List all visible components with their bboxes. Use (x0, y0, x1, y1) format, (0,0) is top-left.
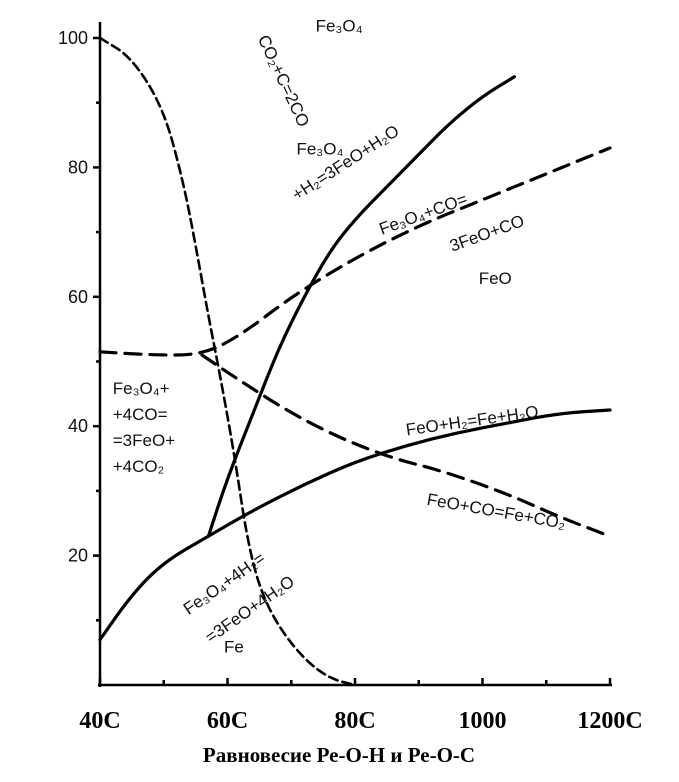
x-tick-label: 60С (207, 708, 248, 734)
series-line-4 (206, 75, 516, 538)
x-tick-label: 40С (79, 708, 120, 734)
chart-caption: Равновесие Ре-О-Н и Ре-О-С (203, 743, 475, 767)
y-tick-label: 80 (68, 157, 88, 177)
y-tick-label: 60 (68, 287, 88, 307)
y-tick-label: 20 (68, 546, 88, 566)
curve-label-line: +4CO₂ (113, 457, 164, 476)
region-label: FeO (479, 269, 512, 288)
curve-label: +H₂=3FeO+H₂O (289, 121, 403, 204)
y-tick-label: 100 (58, 28, 88, 48)
curve-label: Fe₃O₄ (296, 139, 343, 158)
x-tick-label: 1000 (459, 708, 507, 734)
curve-label: FeO+H₂=Fe+H₂O (405, 402, 540, 439)
curve-label: 3FeO+CO (447, 211, 527, 256)
series-line-1 (98, 36, 357, 687)
x-tick-label: 1200С (577, 708, 642, 734)
series-line-5 (98, 408, 612, 642)
curve-label-line: =3FeO+ (113, 431, 175, 450)
series-line-2 (98, 146, 612, 357)
curve-label: CO₂+C=2CO (254, 32, 313, 130)
curve-labels: Fe₃O₄FeOFeCO₂+C=2COFe₃O₄+H₂=3FeO+H₂OFe₃O… (113, 17, 567, 657)
region-label: Fe (224, 638, 244, 657)
y-tick-label: 40 (68, 416, 88, 436)
x-tick-label: 80С (334, 708, 375, 734)
axes (93, 22, 612, 687)
curves (98, 36, 612, 687)
curve-label-line: Fe₃O₄+ (113, 379, 170, 398)
series-line-3 (200, 353, 612, 538)
curve-label: Fe₃O₄+CO= (377, 189, 470, 238)
tick-labels: 100 80 60 40 20 40С 60С 80С 1000 1200С (58, 28, 643, 734)
curve-label-line: +4CO= (113, 405, 168, 424)
curve-label: FeO+CO=Fe+CO₂ (425, 490, 566, 533)
region-label: Fe₃O₄ (316, 17, 363, 36)
